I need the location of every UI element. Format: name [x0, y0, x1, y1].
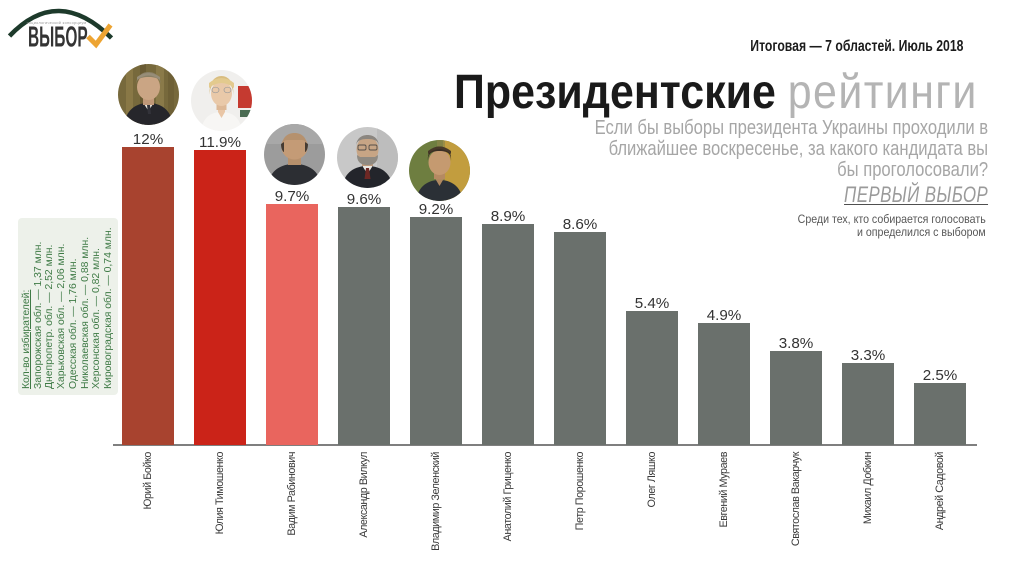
svg-text:ВЫБОР: ВЫБОР — [28, 20, 88, 52]
svg-text:социологический консорциум: социологический консорциум — [27, 21, 87, 25]
